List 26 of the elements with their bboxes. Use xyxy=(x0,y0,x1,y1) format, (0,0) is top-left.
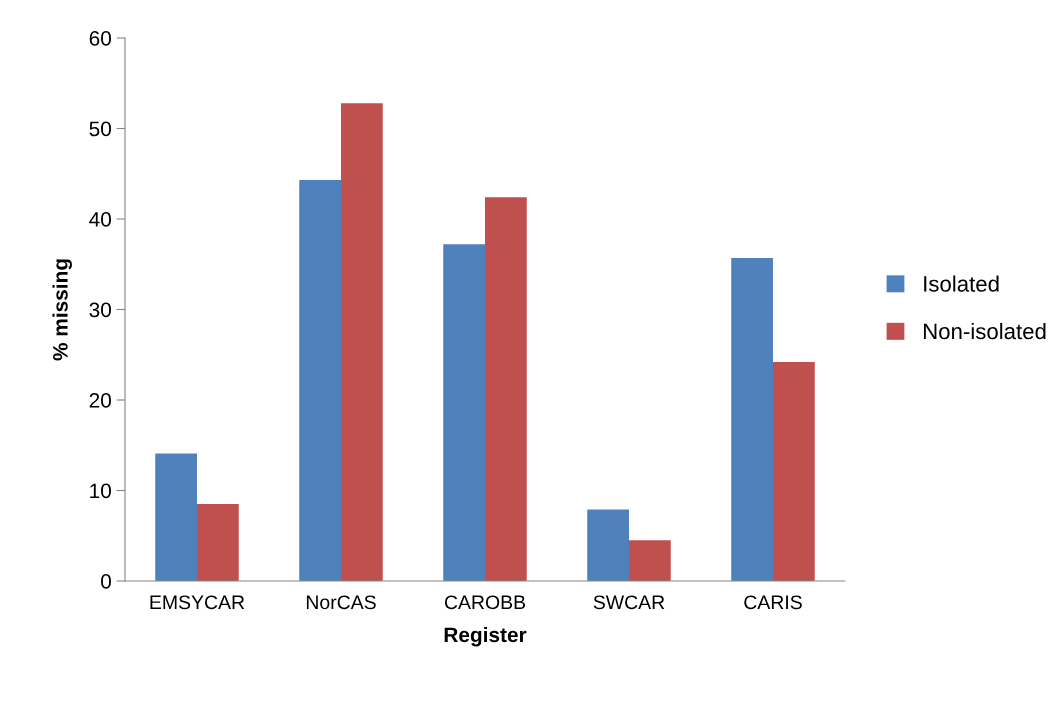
y-axis-title: % missing xyxy=(52,259,72,361)
bar xyxy=(731,257,773,581)
y-tick-label: 20 xyxy=(89,393,111,408)
bar xyxy=(197,504,239,581)
bar xyxy=(485,197,527,581)
x-tick-label: NorCAS xyxy=(306,595,376,610)
x-tick-label: CARIS xyxy=(744,595,802,610)
x-tick-label: SWCAR xyxy=(593,595,665,610)
y-tick-label: 30 xyxy=(89,302,111,318)
bar xyxy=(155,453,197,581)
y-tick-label: 50 xyxy=(89,121,111,137)
bar xyxy=(299,180,341,581)
bar xyxy=(773,361,815,581)
bar xyxy=(443,244,485,581)
x-tick-label: EMSYCAR xyxy=(150,595,245,610)
y-tick-label: 60 xyxy=(89,31,111,46)
x-tick-label: CAROBB xyxy=(444,595,526,610)
bar xyxy=(341,103,383,581)
y-tick-label: 0 xyxy=(101,574,111,589)
bar xyxy=(587,509,629,581)
legend-label: Isolated xyxy=(924,275,999,292)
x-axis-title: Register xyxy=(444,626,527,647)
y-tick-label: 40 xyxy=(89,212,111,227)
bar xyxy=(629,540,671,581)
legend-label: Non-isolated xyxy=(923,322,1046,340)
y-tick-label: 10 xyxy=(90,483,111,499)
